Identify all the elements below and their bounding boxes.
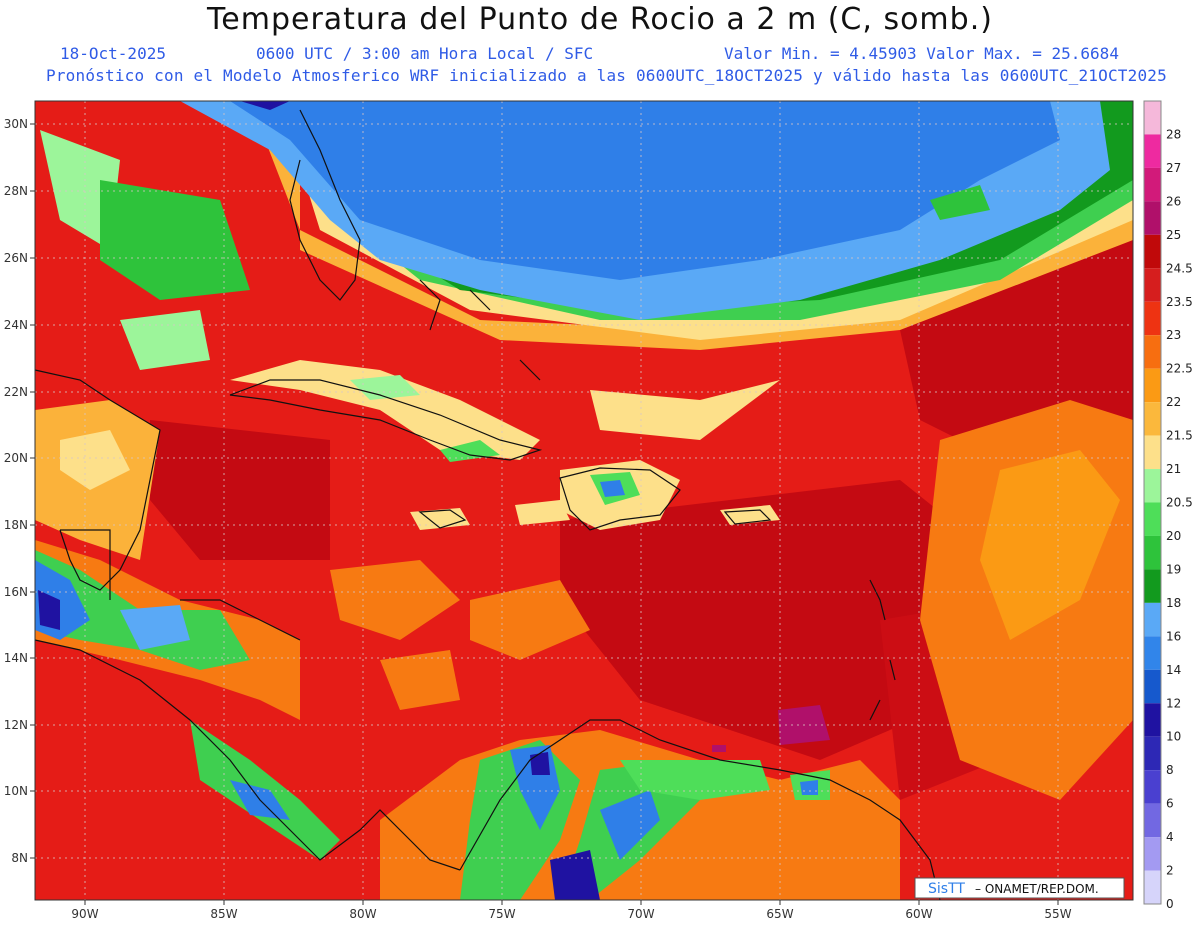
legend-swatch (1144, 268, 1161, 302)
legend-label: 26 (1166, 194, 1181, 208)
forecast-note: Pronóstico con el Modelo Atmosferico WRF… (46, 66, 1167, 85)
legend-swatch (1144, 167, 1161, 202)
lon-label: 80W (349, 907, 376, 921)
legend-swatch (1144, 201, 1161, 235)
lat-label: 24N (4, 318, 28, 332)
lat-label: 10N (4, 784, 28, 798)
lat-label: 12N (4, 718, 28, 732)
legend-label: 19 (1166, 562, 1181, 576)
legend-label: 20.5 (1166, 496, 1193, 510)
legend-label: 21.5 (1166, 429, 1193, 443)
longitude-labels: 90W 85W 80W 75W 70W 65W 60W 55W (71, 900, 1072, 921)
legend-swatch (1144, 234, 1161, 269)
legend-label: 18 (1166, 596, 1181, 610)
legend-label: 12 (1166, 696, 1181, 710)
legend-label: 6 (1166, 797, 1174, 811)
shaded-field (35, 101, 1133, 900)
legend-swatch (1144, 636, 1161, 670)
legend-swatch (1144, 402, 1161, 436)
sistt-logo: SisTT (928, 881, 965, 897)
lat-label: 22N (4, 385, 28, 399)
credit-text: – ONAMET/REP.DOM. (975, 882, 1099, 896)
lon-label: 55W (1044, 907, 1071, 921)
legend-label: 8 (1166, 763, 1174, 777)
legend-swatch (1144, 870, 1161, 904)
time-info: 0600 UTC / 3:00 am Hora Local / SFC (256, 44, 594, 63)
legend-swatch (1144, 469, 1161, 503)
lat-label: 14N (4, 651, 28, 665)
lon-label: 70W (627, 907, 654, 921)
legend-swatch (1144, 602, 1161, 637)
lat-label: 28N (4, 184, 28, 198)
lon-label: 90W (71, 907, 98, 921)
lat-label: 20N (4, 451, 28, 465)
legend-swatch (1144, 736, 1161, 771)
color-legend: 2827262524.523.52322.52221.52120.5201918… (1143, 100, 1193, 911)
legend-label: 22.5 (1166, 362, 1193, 376)
legend-label: 25 (1166, 228, 1181, 242)
min-max-values: Valor Min. = 4.45903 Valor Max. = 25.668… (724, 44, 1119, 63)
lon-label: 60W (905, 907, 932, 921)
legend-label: 21 (1166, 462, 1181, 476)
legend-label: 0 (1166, 897, 1174, 911)
lat-label: 16N (4, 585, 28, 599)
legend-swatch (1144, 569, 1161, 603)
lat-label: 30N (4, 117, 28, 131)
legend-swatch (1144, 435, 1161, 470)
legend-label: 28 (1166, 127, 1181, 141)
legend-swatch (1144, 535, 1161, 570)
lon-label: 85W (210, 907, 237, 921)
legend-label: 20 (1166, 529, 1181, 543)
legend-swatch (1144, 301, 1161, 336)
legend-swatch (1144, 368, 1161, 403)
legend-frame (1143, 100, 1162, 905)
forecast-date: 18-Oct-2025 (60, 44, 166, 63)
lon-label: 65W (766, 907, 793, 921)
legend-label: 24.5 (1166, 261, 1193, 275)
latitude-labels: 30N 28N 26N 24N 22N 20N 18N 16N 14N 12N 10N 8N (4, 117, 35, 865)
legend-label: 4 (1166, 830, 1174, 844)
graticule (35, 101, 1133, 900)
legend-label: 16 (1166, 629, 1181, 643)
legend-swatch (1144, 803, 1161, 838)
legend-label: 27 (1166, 161, 1181, 175)
legend-swatch (1144, 703, 1161, 737)
legend-label: 23.5 (1166, 295, 1193, 309)
legend-swatch (1144, 134, 1161, 168)
legend-label: 23 (1166, 328, 1181, 342)
legend-label: 22 (1166, 395, 1181, 409)
map-title: Temperatura del Punto de Rocio a 2 m (C,… (207, 2, 993, 37)
map-frame (34, 100, 1134, 901)
legend-swatch (1144, 837, 1161, 871)
lat-label: 26N (4, 251, 28, 265)
legend-label: 10 (1166, 730, 1181, 744)
lat-label: 8N (11, 851, 28, 865)
legend-label: 2 (1166, 864, 1174, 878)
lon-label: 75W (488, 907, 515, 921)
legend-label: 14 (1166, 663, 1181, 677)
onamet-credit-box: SisTT – ONAMET/REP.DOM. (914, 877, 1125, 899)
legend-swatch (1144, 669, 1161, 704)
legend-swatch (1144, 502, 1161, 536)
legend-swatch (1144, 101, 1161, 135)
legend-swatch (1144, 335, 1161, 369)
coastlines (34, 109, 941, 901)
lat-label: 18N (4, 518, 28, 532)
legend-swatch (1144, 770, 1161, 804)
